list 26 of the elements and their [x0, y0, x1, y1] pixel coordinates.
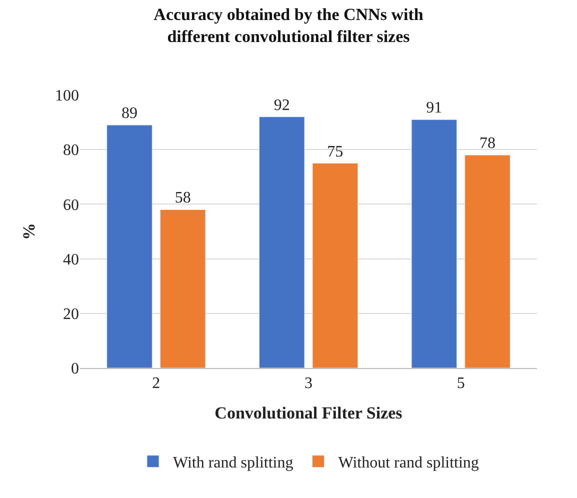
y-tick-label: 100: [55, 88, 79, 105]
data-label: 75: [327, 143, 344, 160]
y-tick-label: 60: [63, 196, 79, 214]
legend-label: Without rand splitting: [338, 454, 479, 472]
data-label: 91: [426, 100, 442, 117]
y-tick-label: 40: [63, 251, 79, 268]
data-label: 92: [274, 96, 290, 114]
chart-title: Accuracy obtained by the CNNs with different convolutional filter sizes: [154, 4, 424, 46]
bar: [312, 163, 358, 368]
bar: [464, 154, 510, 368]
data-label: 58: [174, 190, 191, 207]
bar: [258, 116, 305, 368]
y-tick-label: 20: [63, 306, 79, 323]
x-axis-title: Convolutional Filter Sizes: [214, 404, 403, 423]
y-tick-label: 0: [71, 360, 79, 378]
x-tick-label: 5: [456, 375, 465, 392]
x-tick-label: 3: [304, 375, 312, 392]
bar: [160, 209, 206, 368]
legend-label: With rand splitting: [173, 454, 294, 472]
data-label: 78: [479, 135, 496, 152]
data-label: 89: [122, 105, 138, 122]
x-tick-label: 2: [152, 375, 160, 392]
bar: [106, 124, 152, 368]
y-axis-title: %: [20, 223, 39, 240]
bar: [411, 119, 458, 368]
y-tick-label: 80: [63, 142, 79, 160]
